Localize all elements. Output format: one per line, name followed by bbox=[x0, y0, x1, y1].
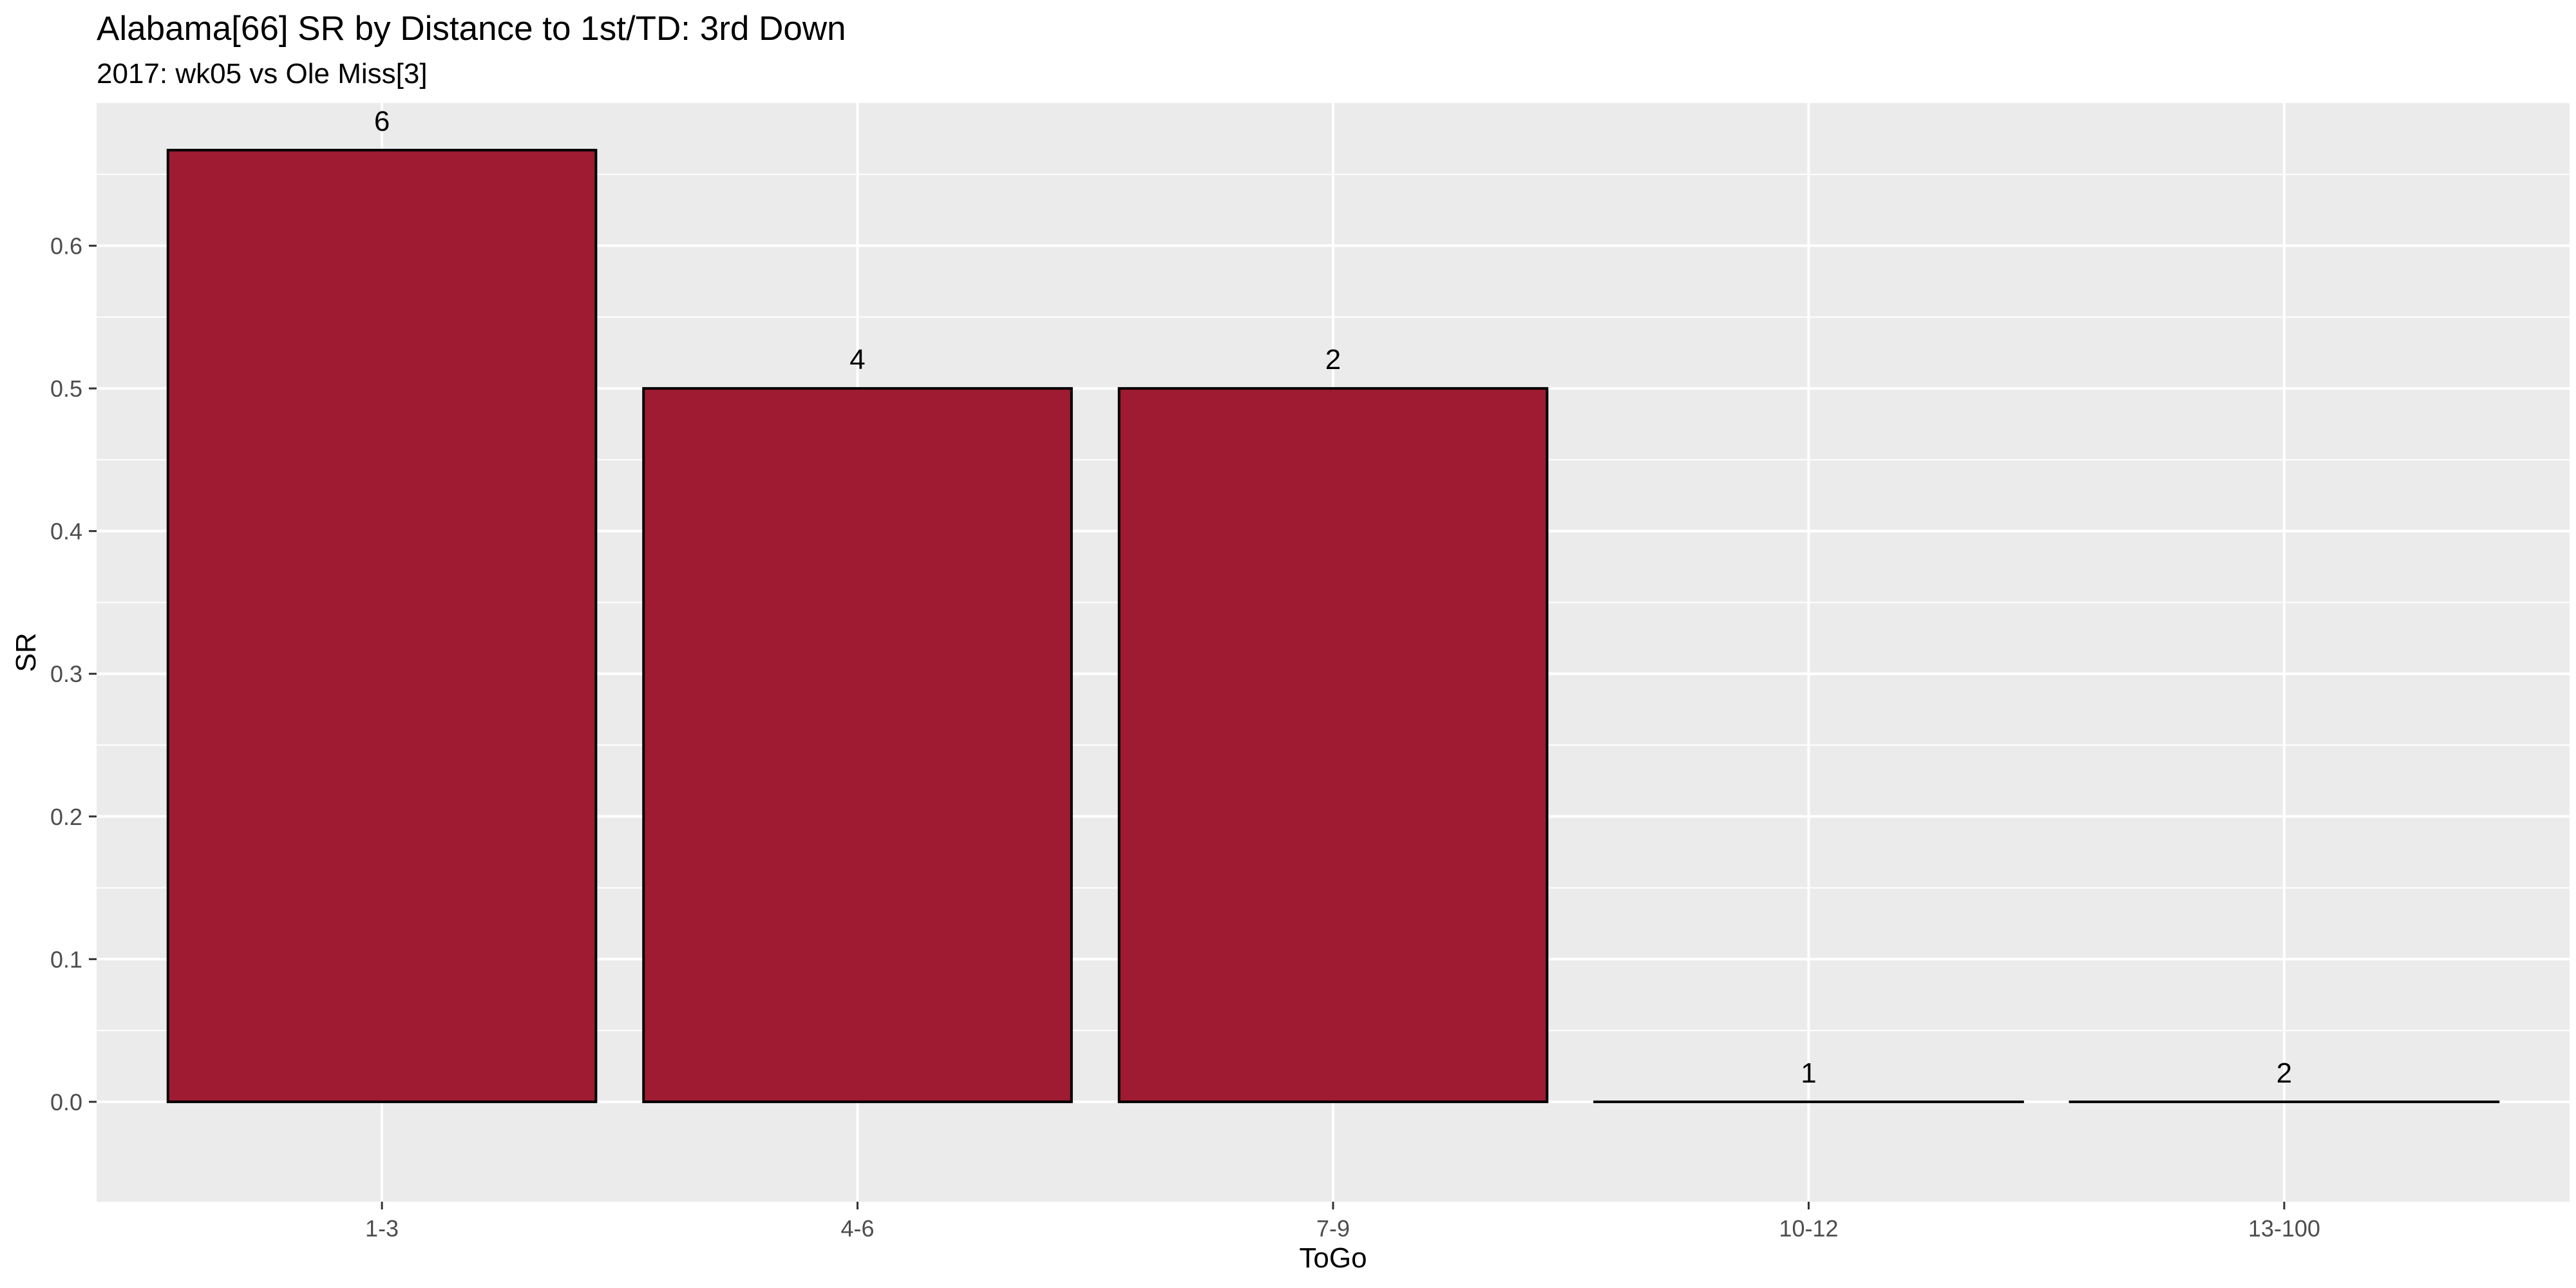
y-tick-label: 0.2 bbox=[50, 804, 82, 830]
x-tick-label: 1-3 bbox=[365, 1215, 399, 1242]
data-label: 2 bbox=[1325, 344, 1341, 375]
data-label: 2 bbox=[2277, 1057, 2292, 1089]
x-tick-label: 10-12 bbox=[1779, 1215, 1838, 1242]
bar bbox=[642, 387, 1073, 1103]
x-tick-label: 7-9 bbox=[1316, 1215, 1350, 1242]
y-tick-label: 0.6 bbox=[50, 233, 82, 260]
data-label: 4 bbox=[849, 344, 865, 375]
y-tick-label: 0.0 bbox=[50, 1089, 82, 1115]
bar bbox=[166, 149, 598, 1103]
x-tick-label: 4-6 bbox=[841, 1215, 875, 1242]
x-axis-title: ToGo bbox=[1299, 1242, 1367, 1274]
y-tick-label: 0.5 bbox=[50, 375, 82, 402]
y-tick-label: 0.3 bbox=[50, 661, 82, 687]
chart-subtitle: 2017: wk05 vs Ole Miss[3] bbox=[97, 58, 428, 90]
bar bbox=[1117, 387, 1549, 1103]
data-label: 1 bbox=[1801, 1057, 1816, 1089]
x-tick-label: 13-100 bbox=[2248, 1215, 2320, 1242]
chart-title: Alabama[66] SR by Distance to 1st/TD: 3r… bbox=[97, 10, 846, 48]
y-axis-title: SR bbox=[10, 632, 42, 672]
data-label: 6 bbox=[374, 106, 390, 137]
y-tick-label: 0.4 bbox=[50, 518, 82, 545]
y-tick-label: 0.1 bbox=[50, 946, 82, 972]
